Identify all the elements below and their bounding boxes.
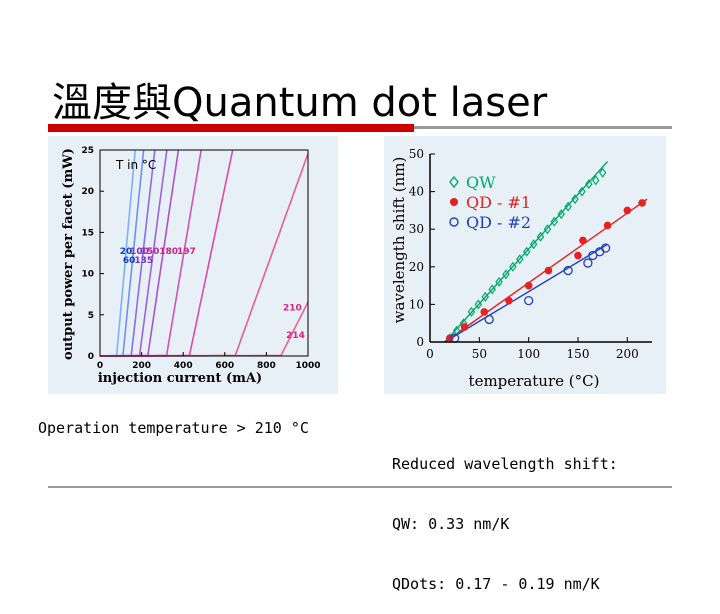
data-point-qw [481,291,490,302]
temperature-label: 135 [134,256,153,266]
y-tick-label: 30 [409,222,424,236]
title-underline-accent [48,124,414,132]
y-tick-label: 0 [88,352,94,362]
data-point-qd1 [505,296,513,305]
fit-line [444,243,608,343]
temperature-label: 197 [177,247,196,257]
data-point-qd2 [583,258,593,268]
y-tick-label: 0 [416,335,424,349]
x-tick-label: 0 [426,347,434,361]
data-point-qw [522,246,531,257]
data-point-qw [592,175,600,186]
x-tick-label: 600 [215,361,234,371]
plot-frame [99,149,309,357]
temperature-label: 150 [141,247,160,257]
chart-background [384,136,666,394]
fit-line [444,161,609,343]
x-tick-label: 50 [472,347,487,361]
x-tick-label: 200 [132,361,151,371]
data-point-qw [488,284,496,295]
legend-marker-qd1 [450,198,458,206]
temperature-label: 20 [120,247,133,257]
title-underline-rule [414,126,672,129]
y-tick-label: 10 [409,297,424,311]
legend-label: QW [466,173,496,192]
data-point-qw [502,269,510,280]
caption-line: Reduced wavelength shift: [392,455,618,473]
data-point-qd2 [600,243,611,253]
data-point-qd1 [623,206,632,215]
data-point-qw [550,216,559,227]
y-tick-label: 5 [88,311,94,321]
temperature-label: 210 [283,304,302,314]
legend-label: QD - #2 [466,213,531,232]
data-point-qw [557,209,565,220]
y-tick-label: 20 [409,260,424,274]
legend-label: QD - #1 [466,193,531,212]
temperature-label: 60 [123,256,136,266]
data-point-qd1 [480,308,489,316]
data-point-qd1 [579,236,587,245]
y-tick-label: 20 [81,187,94,197]
data-point-qw [509,261,517,272]
temperature-label: 180 [159,247,178,257]
legend-title: T in °C [115,158,156,172]
y-tick-label: 15 [81,228,94,238]
data-point-qd1 [638,199,646,207]
temperature-label: 100 [130,247,149,257]
x-tick-label: 800 [257,361,276,371]
data-point-qw [571,194,579,205]
x-axis-label: temperature (°C) [469,372,600,390]
data-point-qd1 [574,251,582,260]
x-tick-label: 100 [517,347,540,361]
caption-operation-temperature: Operation temperature > 210 °C [38,419,309,437]
data-point-qw [543,224,552,235]
y-tick-label: 50 [409,147,424,161]
chart-background [48,136,338,394]
data-point-qw [474,299,483,310]
y-tick-label: 10 [81,270,94,280]
data-point-qw [578,186,586,197]
y-tick-label: 25 [81,146,94,156]
data-point-qd1 [603,221,612,230]
data-point-qw [564,201,572,212]
bottom-rule [48,486,672,488]
data-point-qw [598,167,607,178]
data-point-qd2 [484,314,494,325]
y-tick-label: 40 [409,185,424,199]
x-tick-label: 200 [616,347,639,361]
x-tick-label: 0 [97,361,103,371]
data-point-qw [585,179,593,190]
legend-marker-qd2 [449,217,459,227]
temperature-label: 214 [286,331,305,341]
x-tick-label: 1000 [295,361,320,371]
data-point-qd2 [588,250,598,261]
data-point-qd1 [524,281,533,290]
x-tick-label: 400 [174,361,193,371]
data-point-qw [529,239,538,250]
caption-line: QW: 0.33 nm/K [392,515,510,533]
slide-title: 溫度與Quantum dot laser [52,80,548,126]
data-point-qd2 [563,265,573,276]
caption-wavelength-shift: Reduced wavelength shift: QW: 0.33 nm/K … [392,414,618,614]
data-point-qw [495,276,503,287]
legend-marker-qw [449,175,459,189]
x-tick-label: 150 [567,347,590,361]
y-axis-label: output power per facet (mW) [61,148,76,360]
data-point-qd2 [524,295,534,306]
data-point-qd1 [460,323,469,331]
data-point-qw [467,306,476,317]
data-point-qd1 [544,266,553,275]
y-axis-label: wavelength shift (nm) [390,157,408,324]
data-point-qw [516,254,524,265]
caption-line: QDots: 0.17 - 0.19 nm/K [392,575,600,593]
data-point-qw [536,231,545,242]
x-axis-label: injection current (mA) [98,371,262,386]
